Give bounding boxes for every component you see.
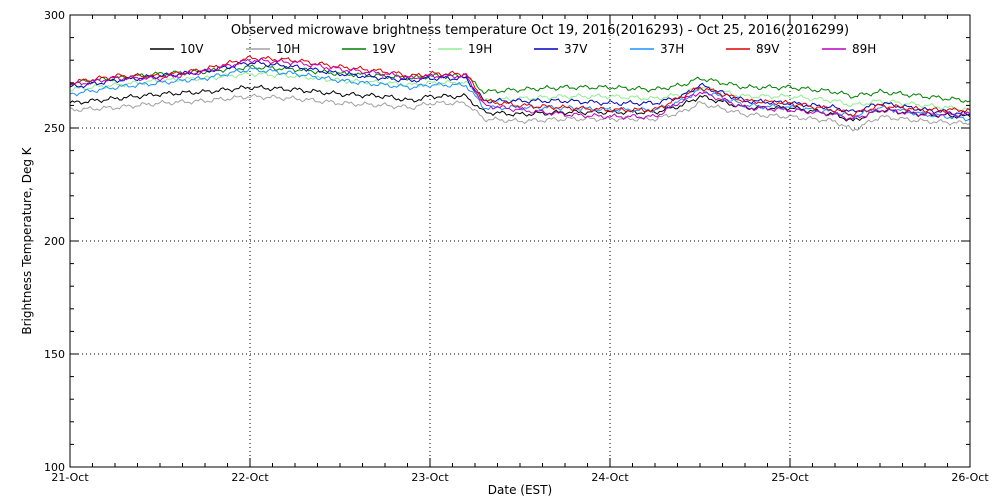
legend-label: 89H xyxy=(852,42,876,56)
legend-label: 89V xyxy=(756,42,780,56)
x-tick-label: 22-Oct xyxy=(231,471,269,484)
series-lines xyxy=(69,55,971,132)
x-tick-label: 26-Oct xyxy=(951,471,989,484)
legend-label: 37H xyxy=(660,42,684,56)
legend-label: 10V xyxy=(180,42,204,56)
grid xyxy=(70,15,970,467)
y-tick-label: 100 xyxy=(44,461,65,474)
y-tick-label: 150 xyxy=(44,348,65,361)
y-tick-label: 300 xyxy=(44,9,65,22)
axis-ticks: 21-Oct 22-Oct 23-Oct 24-Oct 25-Oct 26-Oct 100 1… xyxy=(44,9,989,484)
legend-label: 19H xyxy=(468,42,492,56)
x-tick-label: 24-Oct xyxy=(591,471,629,484)
x-axis-title: Date (EST) xyxy=(488,483,552,497)
series-line-19V xyxy=(69,64,971,103)
legend: 10V 10H 19V 19H 37V 37H 89V 89H xyxy=(150,42,876,56)
y-axis-title: Brightness Temperature, Deg K xyxy=(20,146,34,334)
legend-label: 37V xyxy=(564,42,588,56)
legend-label: 10H xyxy=(276,42,300,56)
x-tick-label: 23-Oct xyxy=(411,471,449,484)
legend-label: 19V xyxy=(372,42,396,56)
y-tick-label: 250 xyxy=(44,122,65,135)
series-line-89H xyxy=(69,57,971,121)
y-tick-label: 200 xyxy=(44,235,65,248)
chart-title: Observed microwave brightness temperatur… xyxy=(231,23,849,38)
x-tick-label: 25-Oct xyxy=(771,471,809,484)
series-line-19H xyxy=(69,70,971,112)
series-line-10H xyxy=(69,93,971,132)
x-tick-label: 21-Oct xyxy=(51,471,89,484)
